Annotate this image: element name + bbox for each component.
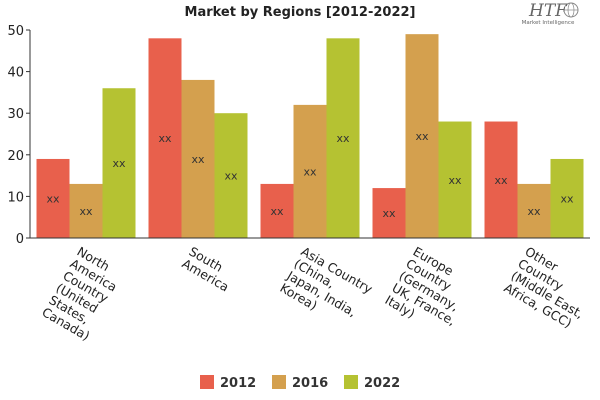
legend: 2012 2016 2022 (200, 375, 400, 391)
x-category-label: NorthAmericaCountry(UnitedStates,Canada) (40, 244, 128, 344)
bar-2016-5 (517, 183, 551, 238)
bar-data-label: xx (336, 132, 350, 145)
bar-data-label: xx (79, 205, 93, 218)
bar-data-label: xx (270, 205, 284, 218)
bar-2022-4 (438, 121, 472, 238)
bar-2016-3 (293, 104, 327, 238)
logo-subtext: Market Intelligence (522, 20, 575, 26)
htf-logo: HTF Market Intelligence (522, 1, 579, 26)
bar-data-label: xx (112, 157, 126, 170)
bar-labels: xx xx xx xx xx xx xx xx xx xx xx xx xx xx xx (46, 130, 574, 220)
bars (36, 34, 584, 239)
legend-label-2012: 2012 (220, 376, 256, 391)
bar-data-label: xx (560, 192, 574, 205)
bar-data-label: xx (382, 207, 396, 220)
legend-swatch-2012 (200, 375, 214, 389)
bar-data-label: xx (191, 153, 205, 166)
bar-2012-2 (148, 38, 182, 238)
chart-title: Market by Regions [2012-2022] (185, 5, 416, 20)
logo-text: HTF (528, 1, 568, 21)
bar-2012-5 (484, 121, 518, 238)
bar-data-label: xx (527, 205, 541, 218)
y-tick-label: 10 (7, 190, 24, 205)
bar-data-label: xx (224, 170, 238, 183)
bar-data-label: xx (303, 165, 317, 178)
x-category-label: SouthAmerica (180, 244, 239, 295)
bar-2022-3 (326, 38, 360, 238)
globe-icon (563, 2, 579, 18)
legend-swatch-2016 (272, 375, 286, 389)
y-axis: 0 10 20 30 40 50 (7, 24, 31, 247)
category-labels: NorthAmericaCountry(UnitedStates,Canada)… (40, 243, 600, 344)
bar-2012-3 (260, 183, 294, 238)
x-category-label: EuropeCountry(Germany,UK, France,Italy) (383, 244, 480, 341)
y-tick-label: 50 (7, 24, 24, 39)
y-tick-label: 30 (7, 107, 24, 122)
legend-label-2022: 2022 (364, 376, 400, 391)
bar-2012-4 (372, 188, 406, 238)
bar-2016-2 (181, 79, 215, 238)
bar-2022-1 (102, 88, 136, 239)
bar-data-label: xx (46, 192, 60, 205)
bar-data-label: xx (494, 174, 508, 187)
bar-2022-2 (214, 113, 248, 238)
bar-data-label: xx (448, 174, 462, 187)
bar-2016-1 (69, 183, 103, 238)
bar-2016-4 (405, 34, 439, 238)
legend-label-2016: 2016 (292, 376, 328, 391)
bar-2022-5 (550, 158, 584, 238)
legend-swatch-2022 (344, 375, 358, 389)
bar-2012-1 (36, 158, 70, 238)
y-tick-label: 20 (7, 149, 24, 164)
y-tick-label: 0 (16, 232, 24, 247)
y-tick-label: 40 (7, 66, 24, 81)
x-category-label: Asia Country(China,Japan, India,Korea) (277, 243, 376, 333)
bar-data-label: xx (415, 130, 429, 143)
x-category-label: OtherCountry(Middle East,Africa, GCC) (502, 244, 600, 334)
bar-data-label: xx (158, 132, 172, 145)
